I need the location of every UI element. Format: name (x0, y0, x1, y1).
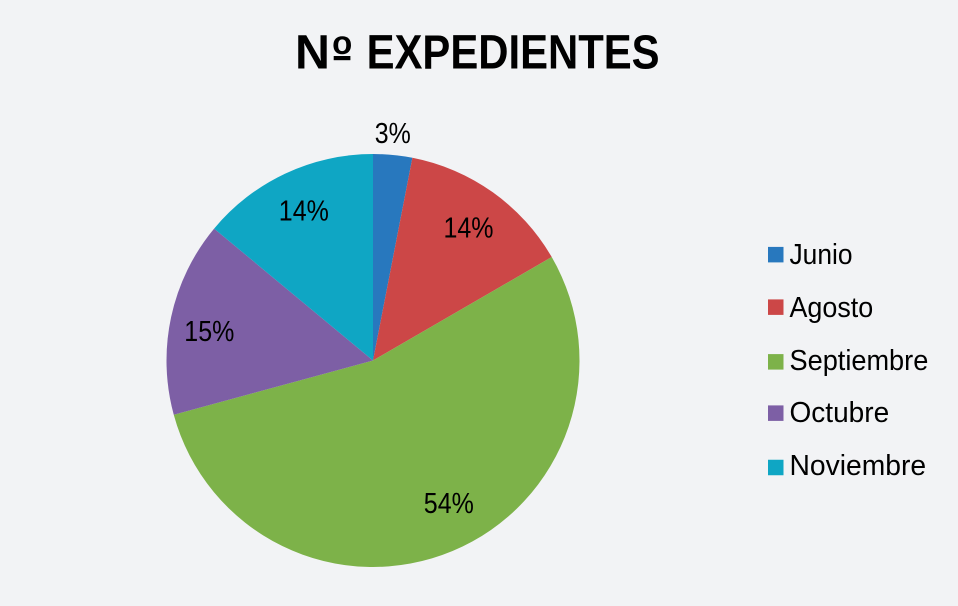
svg-text:N: N (295, 26, 330, 80)
svg-text:Octubre: Octubre (790, 397, 890, 429)
svg-text:EXPEDIENTES: EXPEDIENTES (367, 26, 660, 80)
svg-text:54%: 54% (424, 488, 474, 520)
svg-text:Noviembre: Noviembre (790, 450, 927, 482)
svg-text:14%: 14% (444, 213, 494, 245)
svg-text:Junio: Junio (790, 239, 853, 271)
svg-text:o: o (332, 24, 352, 61)
svg-text:15%: 15% (184, 316, 234, 348)
svg-text:3%: 3% (375, 118, 411, 150)
svg-text:14%: 14% (279, 196, 329, 228)
svg-text:Agosto: Agosto (790, 292, 874, 324)
svg-text:Septiembre: Septiembre (790, 345, 929, 377)
